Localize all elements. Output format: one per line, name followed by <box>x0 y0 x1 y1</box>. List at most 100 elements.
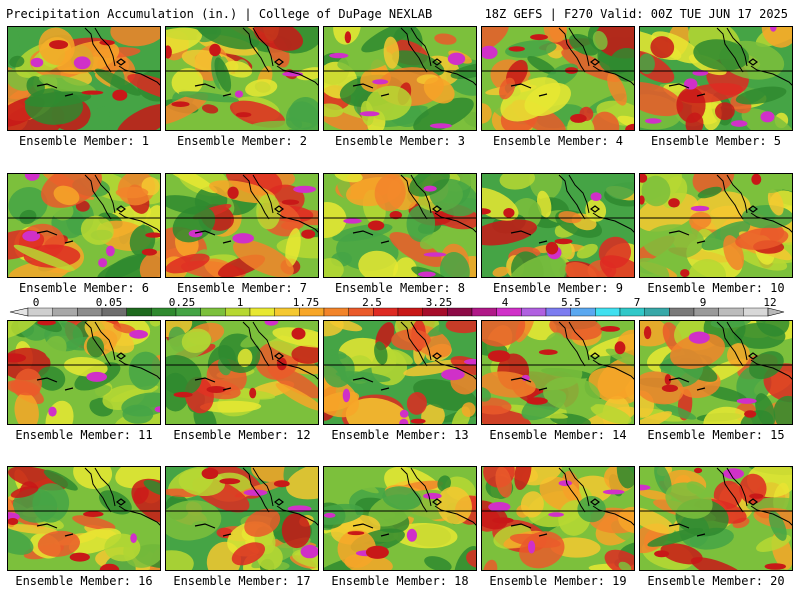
precip-map <box>165 466 319 571</box>
precip-map <box>323 466 477 571</box>
precip-map <box>7 26 161 131</box>
ensemble-member-caption: Ensemble Member: 16 <box>15 574 153 588</box>
ensemble-member-map <box>7 26 161 131</box>
ensemble-member-caption: Ensemble Member: 2 <box>176 134 308 148</box>
ensemble-member-caption: Ensemble Member: 19 <box>489 574 627 588</box>
precip-map <box>323 320 477 425</box>
ensemble-member-map <box>639 466 793 571</box>
colorbar-swatch <box>644 307 670 317</box>
colorbar-right-arrow <box>767 307 785 317</box>
colorbar-swatch <box>570 307 596 317</box>
colorbar-swatch <box>422 307 448 317</box>
ensemble-member-caption: Ensemble Member: 12 <box>173 428 311 442</box>
colorbar-swatch <box>249 307 275 317</box>
ensemble-member-map <box>481 320 635 425</box>
precip-colorbar: 0 0.05 0.25 1 1.75 2.5 3.25 4 5.5 7 9 12 <box>6 296 788 319</box>
ensemble-member-caption: Ensemble Member: 9 <box>492 281 624 295</box>
colorbar-swatch <box>348 307 374 317</box>
ensemble-member-map <box>639 26 793 131</box>
colorbar-swatch <box>669 307 695 317</box>
ensemble-member-caption: Ensemble Member: 8 <box>334 281 466 295</box>
colorbar-swatch <box>471 307 497 317</box>
precip-map <box>639 466 793 571</box>
ensemble-member-caption: Ensemble Member: 10 <box>647 281 785 295</box>
page-title: Precipitation Accumulation (in.) | Colle… <box>6 7 433 21</box>
precip-map <box>323 26 477 131</box>
ensemble-member-caption: Ensemble Member: 14 <box>489 428 627 442</box>
ensemble-member-caption: Ensemble Member: 4 <box>492 134 624 148</box>
colorbar-swatch <box>274 307 300 317</box>
precip-map <box>481 320 635 425</box>
colorbar-swatch <box>52 307 78 317</box>
ensemble-member-map <box>7 173 161 278</box>
precip-map <box>165 26 319 131</box>
colorbar-tick-label: 4 <box>501 296 509 309</box>
ensemble-member-map <box>323 173 477 278</box>
colorbar-swatch <box>496 307 522 317</box>
ensemble-member-caption: Ensemble Member: 13 <box>331 428 469 442</box>
ensemble-member-map <box>323 26 477 131</box>
colorbar-swatch <box>175 307 201 317</box>
colorbar-swatch <box>521 307 547 317</box>
precip-map <box>165 320 319 425</box>
ensemble-member-caption: Ensemble Member: 18 <box>331 574 469 588</box>
ensemble-member-map <box>639 320 793 425</box>
precip-map <box>165 173 319 278</box>
colorbar-swatch <box>323 307 349 317</box>
ensemble-member-map <box>165 173 319 278</box>
ensemble-member-map <box>165 320 319 425</box>
colorbar-graphic <box>9 307 785 317</box>
ensemble-member-map <box>165 466 319 571</box>
precip-map <box>7 173 161 278</box>
ensemble-member-caption: Ensemble Member: 3 <box>334 134 466 148</box>
colorbar-left-arrow <box>9 307 29 317</box>
precip-map <box>639 173 793 278</box>
run-info: 18Z GEFS | F270 Valid: 00Z TUE JUN 17 20… <box>484 7 788 21</box>
colorbar-swatch <box>595 307 621 317</box>
colorbar-swatch <box>693 307 719 317</box>
colorbar-swatch <box>299 307 325 317</box>
header: Precipitation Accumulation (in.) | Colle… <box>0 0 800 26</box>
colorbar-tick-label: 0.05 <box>95 296 123 309</box>
precip-map <box>481 26 635 131</box>
colorbar-swatch <box>27 307 53 317</box>
colorbar-swatch <box>101 307 127 317</box>
colorbar-swatch <box>397 307 423 317</box>
ensemble-member-caption: Ensemble Member: 11 <box>15 428 153 442</box>
colorbar-tick-label: 1.75 <box>292 296 320 309</box>
ensemble-member-map <box>7 466 161 571</box>
ensemble-member-caption: Ensemble Member: 1 <box>18 134 150 148</box>
colorbar-tick-label: 7 <box>633 296 641 309</box>
ensemble-member-map <box>481 26 635 131</box>
ensemble-member-map <box>323 320 477 425</box>
colorbar-tick-label: 5.5 <box>561 296 581 309</box>
colorbar-swatch <box>151 307 177 317</box>
ensemble-member-caption: Ensemble Member: 5 <box>650 134 782 148</box>
colorbar-swatch <box>447 307 473 317</box>
precip-map <box>323 173 477 278</box>
colorbar-swatch <box>373 307 399 317</box>
ensemble-member-map <box>7 320 161 425</box>
colorbar-tick-label: 2.5 <box>362 296 382 309</box>
ensemble-member-caption: Ensemble Member: 20 <box>647 574 785 588</box>
colorbar-swatch <box>77 307 103 317</box>
colorbar-tick-label: 0 <box>32 296 40 309</box>
ensemble-member-caption: Ensemble Member: 6 <box>18 281 150 295</box>
ensemble-member-map <box>481 466 635 571</box>
colorbar-swatch <box>200 307 226 317</box>
ensemble-member-caption: Ensemble Member: 17 <box>173 574 311 588</box>
precip-map <box>7 320 161 425</box>
colorbar-tick-label: 0.25 <box>168 296 196 309</box>
colorbar-tick-label: 12 <box>763 296 777 309</box>
ensemble-member-caption: Ensemble Member: 7 <box>176 281 308 295</box>
precip-map <box>481 173 635 278</box>
precip-map <box>639 320 793 425</box>
colorbar-tick-label: 1 <box>236 296 244 309</box>
ensemble-member-map <box>323 466 477 571</box>
ensemble-member-map <box>639 173 793 278</box>
ensemble-member-caption: Ensemble Member: 15 <box>647 428 785 442</box>
ensemble-member-map <box>481 173 635 278</box>
precip-map <box>639 26 793 131</box>
colorbar-swatch <box>225 307 251 317</box>
colorbar-tick-label: 3.25 <box>425 296 453 309</box>
